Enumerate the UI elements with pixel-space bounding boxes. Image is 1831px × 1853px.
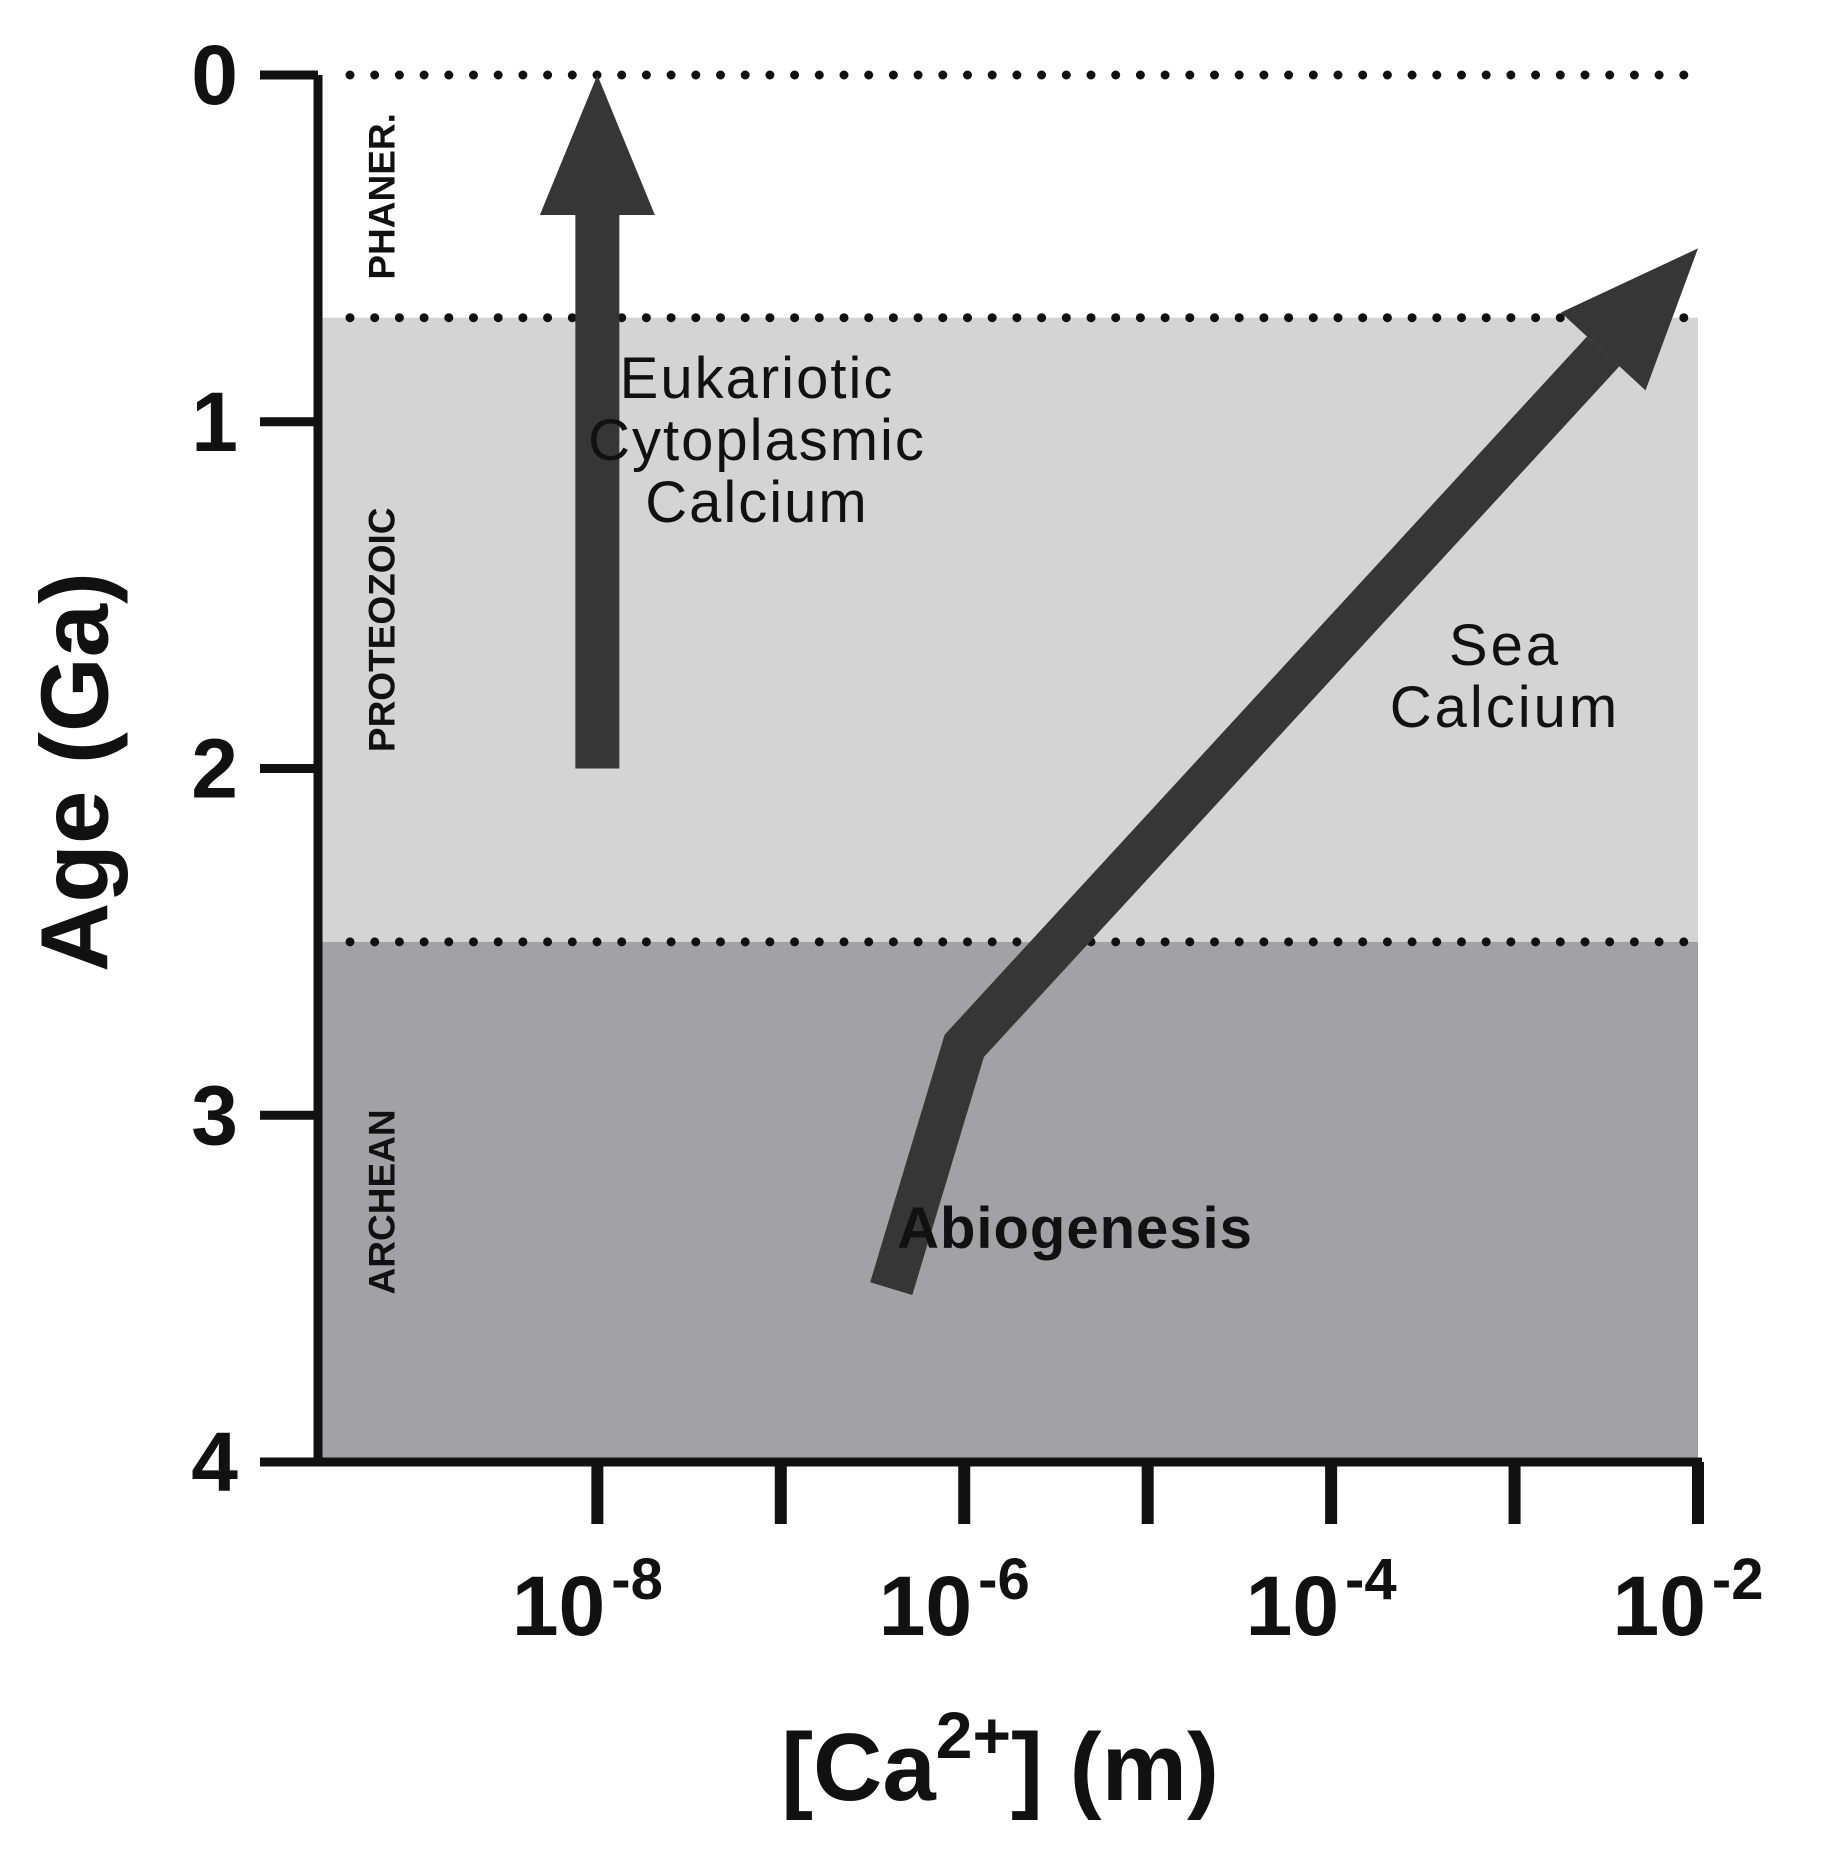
x-tick-label-0: 10 -8 [512, 1547, 663, 1653]
x-axis-title: [Ca2+] (m) [781, 1698, 1219, 1821]
era-bands [318, 75, 1698, 1462]
era-band-1 [318, 317, 1698, 942]
annotation-0: Eukariotic Cytoplasmic Calcium [588, 346, 926, 535]
y-tick-label-2: 2 [191, 722, 238, 816]
series-line-1 [870, 336, 1620, 1295]
y-tick-label-0: 0 [191, 28, 238, 122]
annotation-2: Abiogenesis [897, 1196, 1253, 1261]
era-boundaries [345, 70, 1703, 947]
era-band-0 [318, 75, 1698, 318]
series-arrowhead-1 [1560, 248, 1698, 391]
y-tick-label-1: 1 [191, 375, 238, 469]
annotation-1: Sea Calcium [1390, 613, 1621, 740]
labels: PHANER. PROTEOZOIC ARCHEAN 0 1 2 3 4 10 -8 10 -6 10-… [22, 28, 1764, 1821]
x-tick-label-2: 10 -4 [1246, 1547, 1397, 1653]
x-tick-label-1: 10 -6 [879, 1547, 1030, 1653]
y-tick-label-4: 4 [191, 1415, 238, 1509]
y-tick-label-3: 3 [191, 1068, 238, 1162]
era-label-0: PHANER. [362, 113, 403, 280]
series-arrows [539, 75, 1698, 1295]
x-tick-label-3: 10 -2 [1612, 1547, 1763, 1653]
series-arrowhead-0 [539, 75, 655, 215]
axes [260, 70, 1704, 1524]
era-label-1: PROTEOZOIC [362, 507, 403, 752]
y-axis-title: Age (Ga) [22, 572, 129, 972]
era-label-2: ARCHEAN [362, 1109, 403, 1294]
